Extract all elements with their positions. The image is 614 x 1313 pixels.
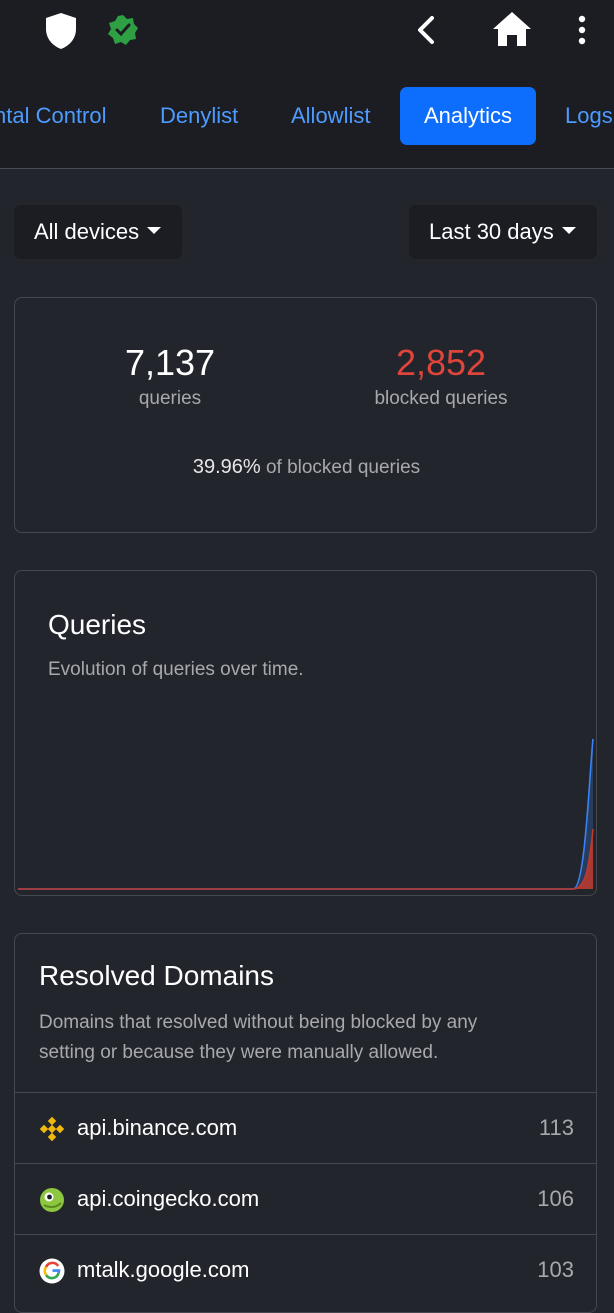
period-filter-dropdown[interactable]: Last 30 days: [409, 205, 597, 259]
shield-icon[interactable]: [44, 12, 78, 50]
binance-icon: [39, 1116, 65, 1142]
tab-analytics[interactable]: Analytics: [400, 87, 537, 145]
blocked-percentage-label: of blocked queries: [265, 457, 421, 478]
resolved-subtitle-line2: setting or because they were manually al…: [39, 1042, 439, 1063]
resolved-subtitle-line1: Domains that resolved without being bloc…: [39, 1012, 478, 1033]
chart-line-series-1: [18, 828, 594, 890]
list-item[interactable]: mtalk.google.com 103: [15, 1234, 596, 1305]
coingecko-icon: [40, 1188, 64, 1212]
domain-name: api.binance.com: [77, 1115, 238, 1140]
google-icon: [39, 1258, 65, 1284]
blocked-label: blocked queries: [374, 388, 508, 409]
device-filter-label: All devices: [34, 219, 140, 244]
resolved-domains-card: Resolved Domains Domains that resolved w…: [14, 933, 597, 1313]
domain-name: mtalk.google.com: [77, 1257, 250, 1282]
queries-chart-card: Queries Evolution of queries over time.: [14, 570, 597, 896]
list-item[interactable]: api.binance.com 113: [15, 1092, 596, 1163]
resolved-subtitle: Domains that resolved without being bloc…: [39, 1008, 477, 1068]
caret-down-icon: [561, 226, 576, 234]
chart-area-series-0: [18, 739, 593, 889]
tab-bar: ntal Control Denylist Allowlist Analytic…: [0, 60, 614, 169]
home-icon[interactable]: [491, 10, 533, 48]
blocked-count: 2,852: [395, 342, 487, 383]
queries-subtitle: Evolution of queries over time.: [48, 659, 304, 680]
domain-name: api.coingecko.com: [77, 1186, 260, 1211]
resolved-title: Resolved Domains: [39, 960, 274, 991]
list-item[interactable]: api.coingecko.com 106: [15, 1163, 596, 1234]
caret-down-icon: [147, 226, 162, 234]
verified-badge-icon[interactable]: [107, 14, 139, 46]
tab-parental-control[interactable]: ntal Control: [0, 103, 107, 128]
stats-card: 7,137 queries 2,852 blocked queries 39.9…: [14, 297, 597, 533]
domain-count: 106: [537, 1186, 574, 1211]
top-toolbar: [0, 0, 614, 60]
blocked-percentage: 39.96% of blocked queries: [15, 456, 596, 479]
domain-count: 113: [538, 1115, 574, 1140]
tab-denylist[interactable]: Denylist: [160, 103, 239, 128]
domain-count: 103: [537, 1257, 574, 1282]
period-filter-label: Last 30 days: [429, 219, 554, 244]
queries-title: Queries: [48, 609, 147, 640]
queries-label: queries: [138, 388, 202, 409]
chart-area-series-1: [18, 829, 593, 889]
device-filter-dropdown[interactable]: All devices: [14, 205, 182, 259]
tab-allowlist[interactable]: Allowlist: [291, 103, 371, 128]
queries-count: 7,137: [124, 342, 216, 383]
queries-chart: [18, 738, 594, 890]
more-vert-icon[interactable]: [576, 14, 588, 46]
blocked-percentage-value: 39.96%: [192, 456, 261, 478]
chart-line-series-0: [18, 738, 594, 890]
back-arrow-icon[interactable]: [414, 15, 438, 45]
tab-logs[interactable]: Logs: [565, 103, 613, 128]
